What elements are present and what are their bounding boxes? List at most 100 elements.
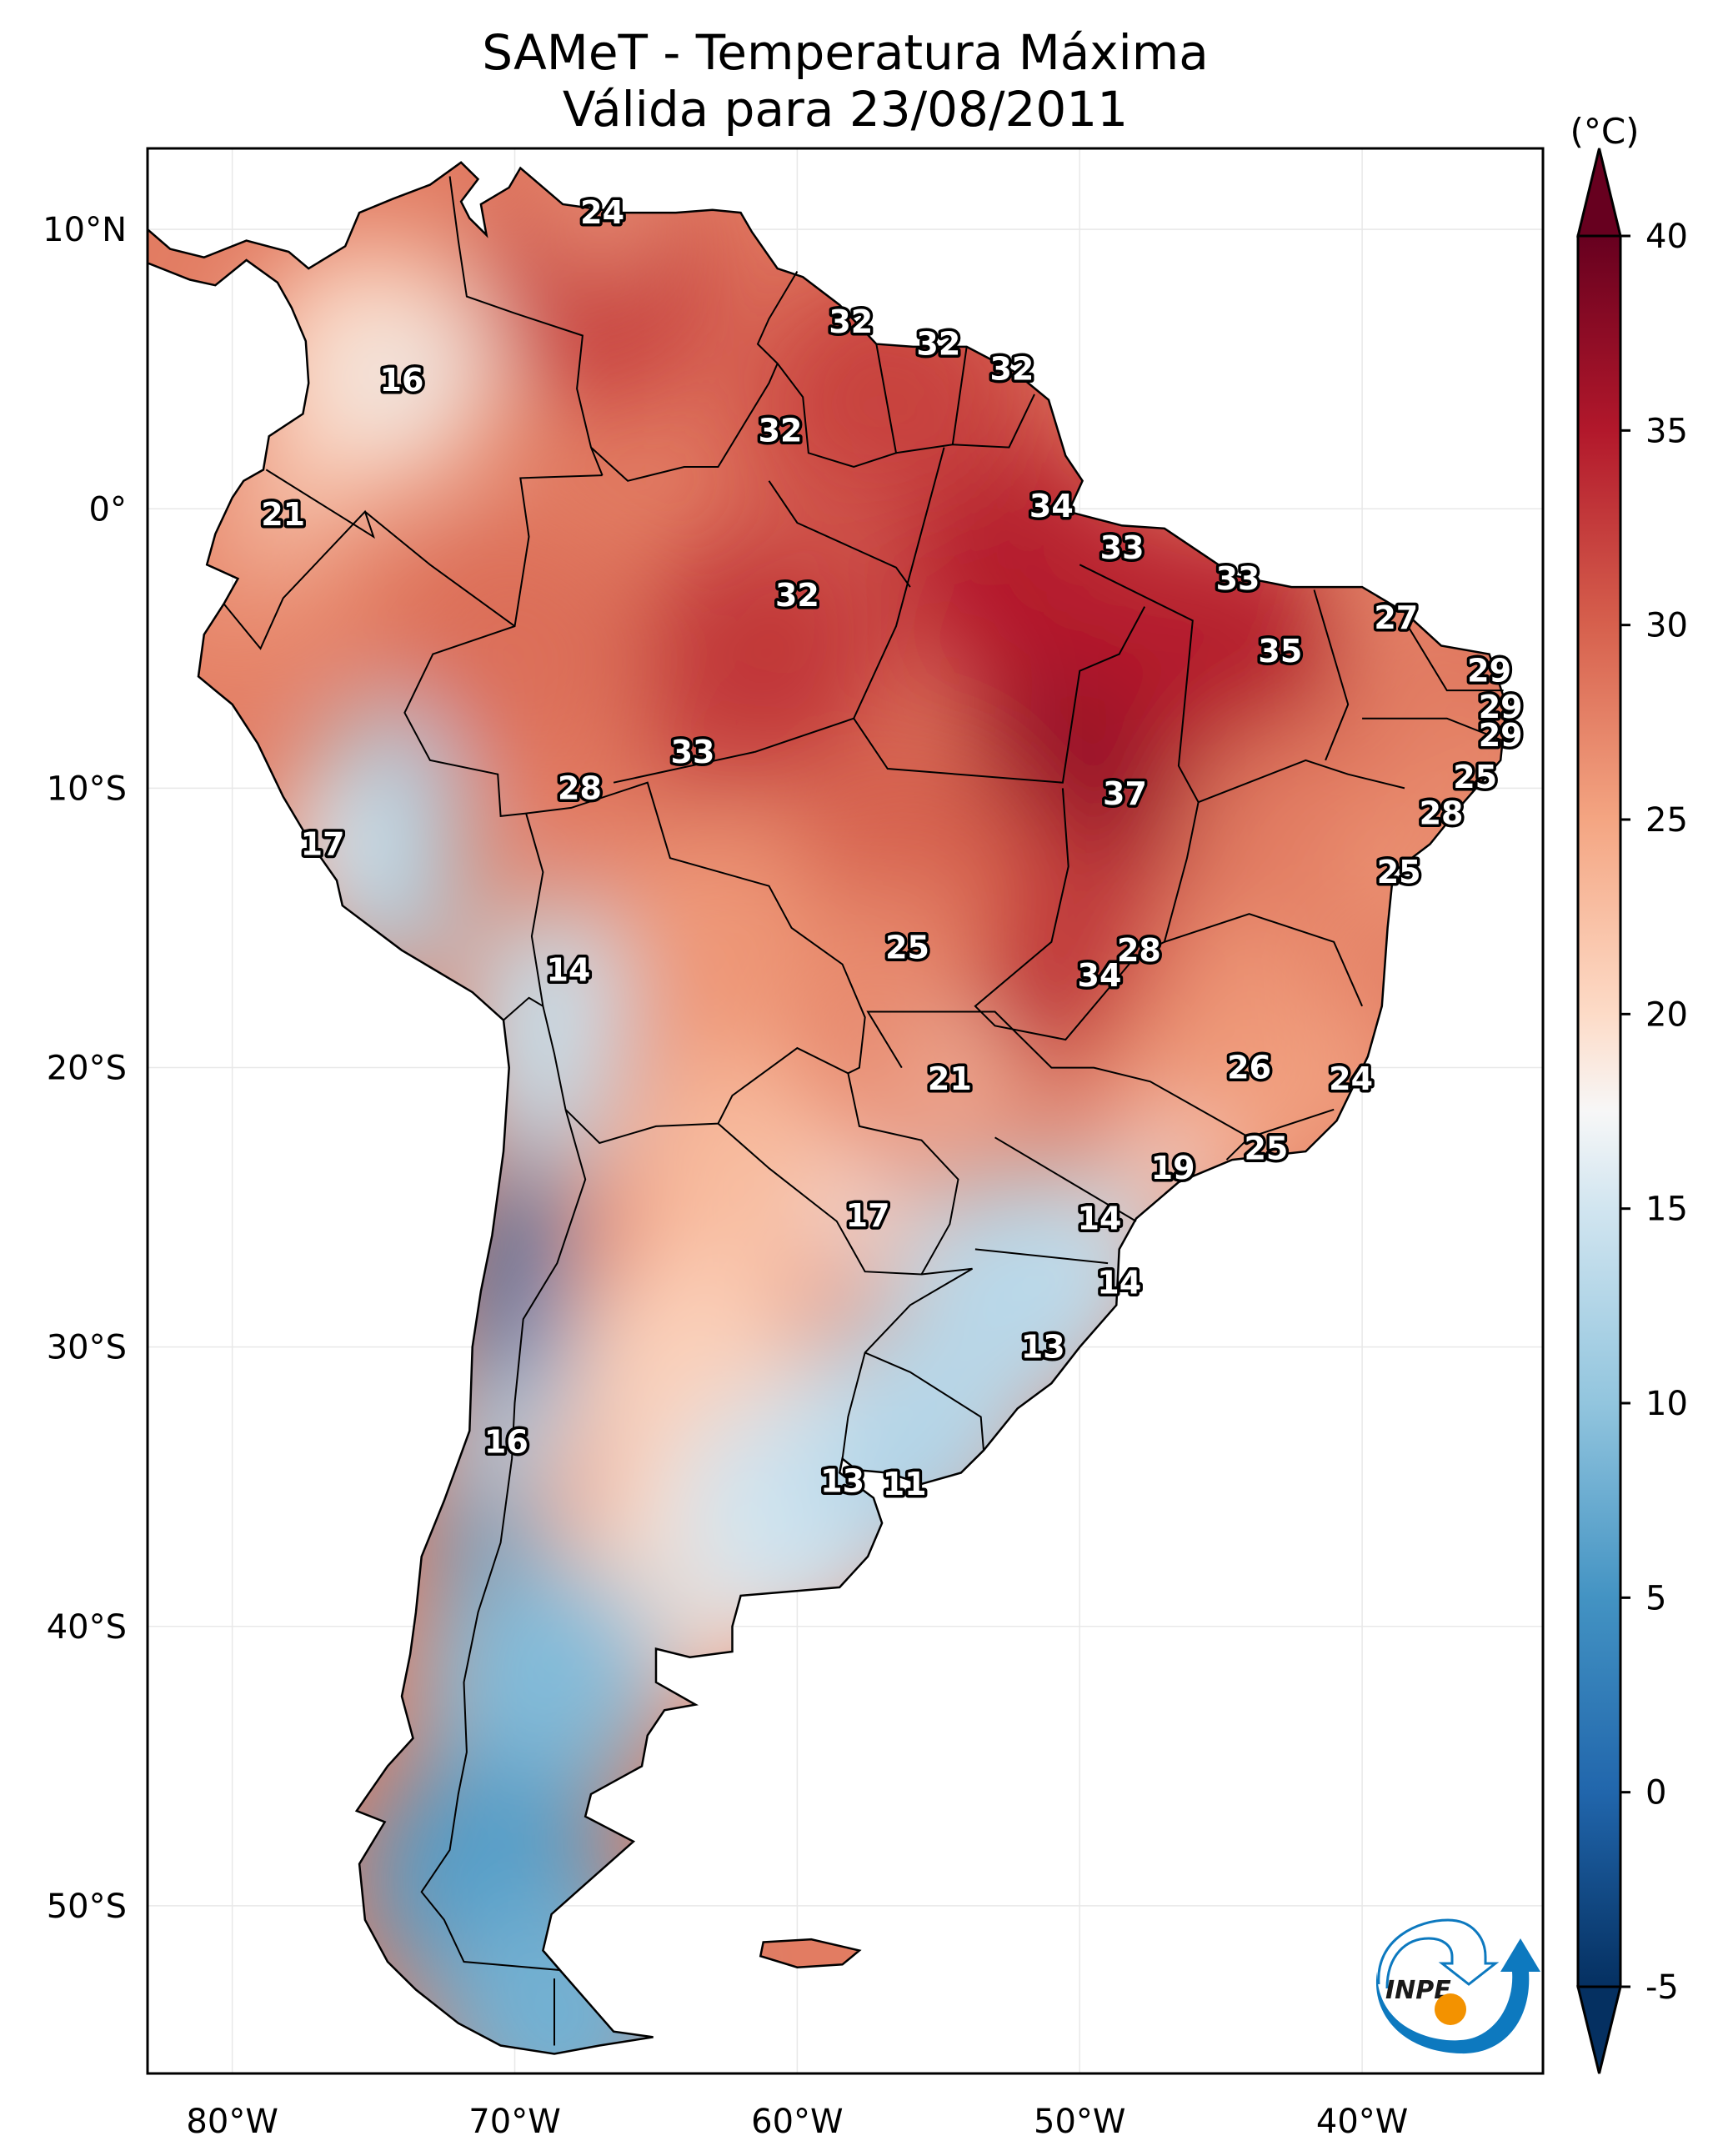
colorbar-extend-max-arrow <box>1576 148 1622 238</box>
border-line <box>1404 619 1504 692</box>
coastline <box>148 161 1508 2055</box>
station-value-label: 32 <box>759 412 803 449</box>
station-value-label: 32 <box>989 351 1034 388</box>
border-line <box>503 813 544 1021</box>
colorbar-tick-label: 10 <box>1645 1385 1688 1423</box>
border-line <box>1164 913 1364 1007</box>
station-value-label: 37 <box>1103 775 1147 812</box>
station-value-label: 16 <box>484 1424 528 1461</box>
x-axis: 80°W 70°W 60°W 50°W 40°W <box>186 2103 1408 2141</box>
y-tick-label: 30°S <box>47 1329 127 1367</box>
map-frame <box>146 147 1545 2075</box>
colorbar-tick-label: 0 <box>1645 1774 1666 1813</box>
logo-outline-arrow-icon <box>1377 1918 1500 1989</box>
border-line <box>1225 1136 1250 1161</box>
temperature-sample <box>343 322 460 439</box>
colorbar-unit-label: (°C) <box>1570 111 1639 152</box>
station-value-label: 28 <box>1420 795 1464 832</box>
y-tick-label: 40°S <box>47 1608 127 1647</box>
station-value-label: 25 <box>1244 1131 1288 1167</box>
station-value-label: 25 <box>885 929 929 965</box>
temperature-sample <box>224 456 342 574</box>
border-line <box>420 1109 587 1971</box>
station-value-label: 32 <box>775 577 819 614</box>
temperature-sample <box>1221 593 1339 710</box>
border-line <box>542 1005 849 1145</box>
x-tick-label: 80°W <box>186 2103 278 2141</box>
temperature-sample <box>1040 916 1158 1034</box>
temperature-region-amazon-west <box>389 523 640 774</box>
logo-swoosh-icon <box>1375 1938 1540 2054</box>
station-value-label: 11 <box>883 1466 927 1502</box>
station-value-label: 25 <box>1377 854 1421 890</box>
temperature-sample <box>891 1020 1009 1137</box>
colorbar-tick-label: 30 <box>1645 607 1688 645</box>
x-tick-label: 60°W <box>751 2103 843 2141</box>
temperature-sample <box>509 911 627 1029</box>
border-line <box>525 781 866 1075</box>
temperature-region-venezuela-llanos <box>474 162 725 411</box>
station-value-label: 13 <box>820 1463 864 1500</box>
station-value-label: 16 <box>380 362 424 399</box>
station-value-label: 25 <box>1453 759 1497 795</box>
border-line <box>974 564 1200 1041</box>
y-tick-label: 10°S <box>47 770 127 808</box>
border-line <box>994 1136 1137 1222</box>
colorbar-tick-label: 25 <box>1645 801 1688 840</box>
temperature-region-bolivia-lowland <box>587 830 838 1081</box>
border-line <box>364 510 516 627</box>
temperature-sample <box>521 730 639 847</box>
colorbar-extend-min-arrow <box>1576 1985 1622 2074</box>
border-line <box>590 270 799 482</box>
station-value-label: 27 <box>1374 599 1418 636</box>
colorbar-tick-label: 5 <box>1645 1579 1666 1617</box>
station-value-label: 14 <box>546 951 590 988</box>
temperature-sample <box>722 372 839 489</box>
colorbar: 40 35 30 25 20 15 10 5 0 -5 (°C) <box>1570 111 1688 2074</box>
temperature-sample <box>1066 735 1184 853</box>
y-tick-label: 20°S <box>47 1050 127 1088</box>
border-line <box>1362 717 1504 742</box>
border-line <box>448 176 604 476</box>
station-value-label: 28 <box>1117 932 1161 969</box>
station-value-label: 21 <box>928 1060 972 1097</box>
border-line <box>853 447 945 720</box>
station-value-label: 32 <box>829 303 873 340</box>
border-line <box>223 469 375 650</box>
station-value-label: 19 <box>1151 1150 1195 1186</box>
border-line <box>974 1248 1109 1265</box>
chart-title: SAMeT - Temperatura Máxima <box>482 24 1209 81</box>
temperature-sample <box>448 1383 565 1501</box>
border-line <box>613 750 755 784</box>
temperature-region-patagonia-north <box>418 1557 669 1808</box>
border-line <box>717 1073 959 1276</box>
x-tick-label: 50°W <box>1034 2103 1125 2141</box>
y-tick-label: 50°S <box>47 1888 127 1926</box>
temperature-region-chaco <box>615 1054 866 1305</box>
station-value-label: 26 <box>1227 1050 1271 1086</box>
border-line <box>768 480 911 588</box>
border-line <box>952 394 1035 449</box>
land-temperature-field <box>148 161 1508 2055</box>
station-value-label: 24 <box>580 194 624 231</box>
station-value-label: 34 <box>1078 957 1122 994</box>
border-line <box>403 474 603 818</box>
station-value-label: 13 <box>1021 1329 1065 1366</box>
y-axis: 10°N 0° 10°S 20°S 30°S 40°S 50°S <box>43 211 127 1926</box>
x-tick-label: 40°W <box>1316 2103 1408 2141</box>
border-line <box>841 1267 974 1459</box>
temperature-sample <box>849 889 966 1006</box>
station-value-label: 17 <box>301 825 345 862</box>
colorbar-tick-label: 15 <box>1645 1191 1688 1229</box>
border-line <box>864 1351 984 1451</box>
colorbar-tick-label: -5 <box>1645 1968 1679 2007</box>
temperature-sample <box>809 1157 927 1275</box>
border-line <box>1313 589 1350 761</box>
temperature-sample <box>739 537 856 654</box>
station-value-label: 32 <box>916 326 960 363</box>
y-tick-label: 10°N <box>43 211 127 249</box>
station-value-label: 34 <box>1029 488 1074 524</box>
logo-sun-icon <box>1435 1993 1466 2025</box>
station-value-label: 33 <box>1216 560 1260 597</box>
